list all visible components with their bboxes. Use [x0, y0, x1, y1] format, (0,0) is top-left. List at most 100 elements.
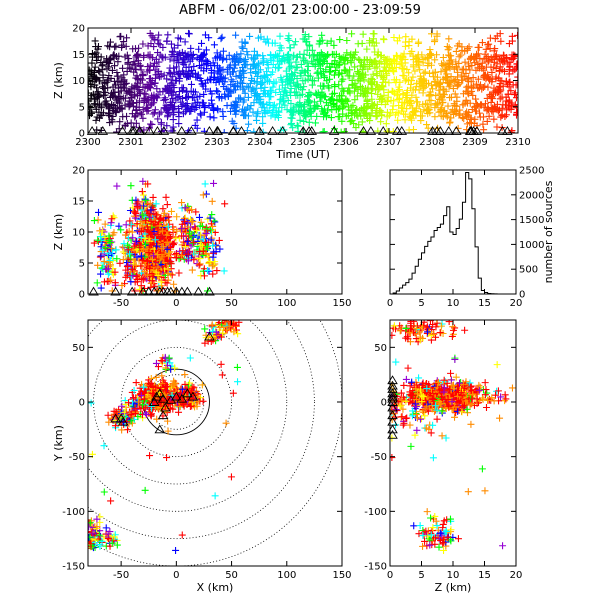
source-marker — [133, 79, 141, 87]
source-marker — [504, 102, 512, 110]
source-marker — [445, 35, 453, 43]
source-marker — [355, 69, 363, 77]
source-marker — [150, 43, 158, 51]
source-marker — [94, 236, 102, 244]
source-marker — [455, 40, 463, 48]
source-marker — [100, 488, 108, 496]
source-marker — [169, 81, 177, 89]
plan-view-ytick-label: 0 — [79, 398, 85, 409]
source-marker — [182, 94, 190, 102]
station-marker — [377, 126, 389, 135]
source-marker — [127, 182, 135, 190]
source-marker — [193, 226, 201, 234]
source-marker — [371, 57, 379, 65]
source-marker — [189, 239, 197, 247]
source-marker — [376, 68, 384, 76]
source-marker — [176, 389, 184, 397]
source-marker — [472, 95, 480, 103]
source-marker — [134, 204, 142, 212]
source-marker — [101, 234, 109, 242]
station-marker — [391, 126, 403, 135]
source-marker — [260, 87, 268, 95]
source-marker — [372, 86, 380, 94]
source-marker — [200, 50, 208, 58]
source-marker — [387, 96, 395, 104]
source-marker — [216, 323, 224, 331]
source-marker — [138, 110, 146, 118]
station-marker — [328, 126, 340, 135]
source-marker — [220, 267, 228, 275]
source-marker — [183, 100, 191, 108]
source-marker — [217, 360, 225, 368]
source-marker — [141, 395, 149, 403]
source-marker — [513, 104, 518, 112]
source-marker — [207, 228, 215, 236]
source-marker — [140, 383, 148, 391]
source-marker — [160, 71, 168, 79]
source-marker — [141, 486, 149, 494]
source-marker — [122, 266, 130, 274]
source-marker — [170, 64, 178, 72]
source-marker — [88, 519, 94, 527]
source-marker — [431, 113, 439, 121]
source-marker — [498, 111, 506, 119]
source-marker — [167, 40, 175, 48]
source-marker — [156, 222, 164, 230]
source-marker — [327, 67, 335, 75]
source-marker — [289, 53, 297, 61]
source-marker — [175, 67, 183, 75]
source-marker — [152, 268, 160, 276]
source-marker — [112, 42, 120, 50]
source-marker — [92, 73, 100, 81]
source-marker — [187, 80, 195, 88]
source-marker — [107, 74, 115, 82]
source-marker — [141, 267, 149, 275]
source-marker — [168, 47, 176, 55]
source-marker — [212, 241, 220, 249]
x-height-ylabel: Z (km) — [52, 214, 65, 251]
source-marker — [227, 473, 235, 481]
source-marker — [213, 87, 221, 95]
source-marker — [438, 99, 446, 107]
source-marker — [451, 101, 459, 109]
source-marker — [340, 128, 348, 133]
plan-view-ytick-label: -50 — [69, 452, 85, 463]
source-marker — [368, 95, 376, 103]
source-marker — [263, 77, 271, 85]
source-marker — [233, 363, 241, 371]
source-marker — [463, 75, 471, 83]
source-marker — [188, 385, 196, 393]
source-marker — [462, 65, 470, 73]
source-marker — [286, 77, 294, 85]
source-marker — [197, 218, 205, 226]
source-marker — [208, 321, 216, 329]
source-marker — [112, 246, 120, 254]
source-marker — [155, 110, 163, 118]
source-marker — [148, 277, 156, 285]
source-marker — [495, 82, 503, 90]
source-marker — [405, 77, 413, 85]
source-marker — [498, 66, 506, 74]
source-marker — [105, 102, 113, 110]
source-marker — [169, 241, 177, 249]
source-marker — [148, 256, 156, 264]
source-marker — [392, 51, 400, 59]
source-marker — [481, 100, 489, 108]
plan-view-ytick-label: -100 — [62, 507, 85, 518]
station-marker — [152, 126, 163, 135]
source-marker — [106, 38, 114, 46]
source-marker — [193, 116, 201, 124]
source-marker — [447, 77, 455, 85]
source-marker — [395, 83, 403, 91]
source-marker — [310, 51, 318, 59]
source-marker — [196, 222, 204, 230]
source-marker — [90, 217, 98, 225]
source-marker — [409, 63, 417, 71]
source-marker — [305, 33, 313, 41]
source-marker — [162, 364, 170, 372]
source-marker — [167, 260, 175, 268]
source-marker — [160, 96, 168, 104]
source-marker — [466, 55, 474, 63]
source-marker — [102, 97, 110, 105]
source-marker — [144, 107, 152, 115]
